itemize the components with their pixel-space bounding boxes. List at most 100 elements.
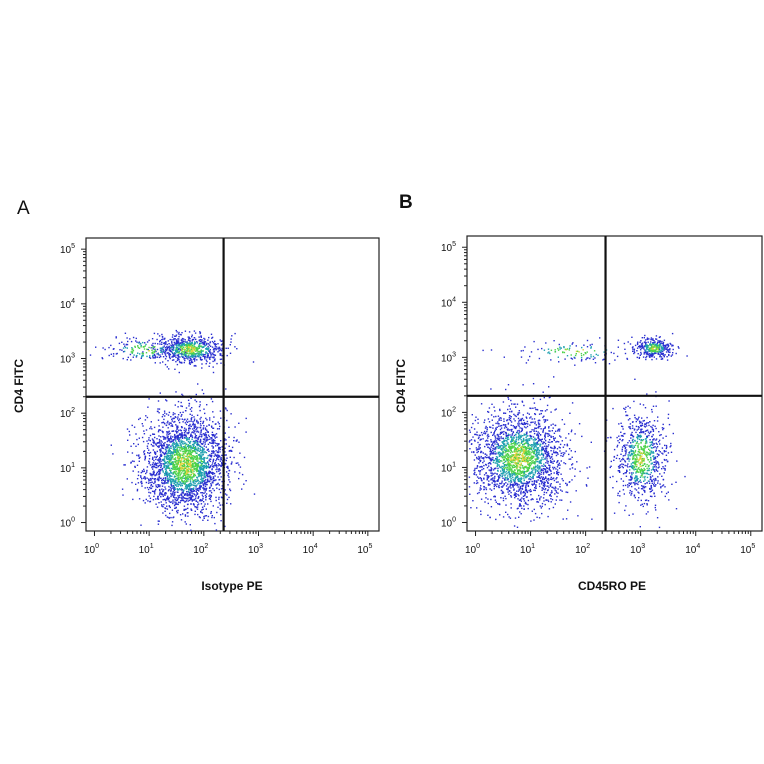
event-point: [538, 438, 540, 440]
event-point: [217, 351, 219, 353]
event-point: [177, 426, 179, 429]
event-point: [218, 470, 220, 472]
event-point: [208, 347, 210, 349]
event-point: [210, 452, 213, 455]
event-point: [177, 340, 180, 342]
event-point: [219, 469, 221, 471]
event-point: [196, 480, 198, 482]
event-point: [161, 444, 163, 447]
event-point: [504, 456, 506, 458]
event-point: [146, 477, 148, 479]
event-point: [165, 342, 167, 345]
event-point: [532, 450, 534, 452]
event-point: [561, 440, 563, 442]
event-point: [188, 466, 190, 468]
event-point: [168, 517, 171, 519]
event-point: [153, 441, 155, 443]
event-point: [177, 480, 180, 483]
event-point: [140, 524, 142, 526]
event-point: [528, 481, 530, 483]
event-point: [185, 420, 188, 422]
event-point: [214, 475, 216, 477]
event-point: [164, 488, 167, 490]
event-point: [205, 351, 207, 353]
event-point: [217, 343, 219, 345]
event-point: [127, 340, 129, 343]
event-point: [523, 460, 526, 462]
event-point: [209, 471, 212, 473]
event-point: [158, 425, 160, 427]
event-point: [192, 353, 194, 355]
event-point: [475, 474, 478, 476]
event-point: [192, 476, 194, 478]
event-point: [207, 434, 210, 436]
event-point: [186, 421, 189, 423]
event-point: [161, 335, 164, 338]
event-point: [195, 485, 197, 487]
event-point: [166, 346, 168, 348]
event-point: [187, 498, 189, 500]
event-point: [192, 355, 194, 357]
event-point: [208, 365, 210, 367]
event-point: [200, 485, 202, 488]
event-point: [200, 466, 202, 469]
event-point: [183, 455, 185, 457]
event-point: [476, 434, 478, 436]
event-point: [523, 458, 525, 460]
event-point: [207, 462, 209, 464]
event-point: [167, 340, 169, 342]
event-point: [151, 338, 154, 340]
event-point: [171, 430, 173, 432]
event-point: [509, 469, 512, 471]
event-point: [202, 343, 204, 345]
event-point: [151, 346, 153, 349]
event-point: [215, 454, 217, 457]
event-point: [212, 356, 214, 358]
event-point: [533, 467, 536, 469]
event-point: [152, 354, 154, 357]
event-point: [156, 471, 159, 473]
event-point: [155, 456, 158, 459]
event-point: [190, 358, 192, 360]
event-point: [212, 446, 215, 448]
event-point: [494, 443, 496, 445]
event-point: [163, 456, 166, 458]
event-point: [177, 343, 180, 345]
event-point: [206, 483, 208, 486]
event-point: [207, 443, 210, 445]
event-point: [502, 499, 505, 502]
event-point: [163, 445, 165, 447]
event-point: [194, 479, 196, 481]
event-point: [525, 484, 527, 487]
event-point: [213, 356, 215, 358]
event-point: [194, 510, 196, 512]
event-point: [155, 458, 157, 461]
event-point: [165, 473, 168, 475]
event-point: [144, 502, 146, 504]
event-point: [526, 490, 528, 492]
event-point: [473, 482, 475, 484]
event-point: [159, 491, 161, 493]
event-point: [526, 425, 529, 428]
event-point: [245, 480, 247, 482]
event-point: [180, 519, 183, 521]
event-point: [166, 445, 168, 448]
event-point: [209, 498, 212, 500]
event-point: [513, 488, 515, 490]
event-point: [195, 496, 197, 498]
event-point: [528, 447, 530, 450]
event-point: [165, 467, 167, 470]
event-point: [136, 478, 139, 480]
event-point: [154, 349, 157, 351]
event-point: [547, 444, 550, 446]
event-point: [170, 451, 172, 453]
event-point: [577, 515, 579, 517]
event-point: [169, 501, 171, 503]
event-point: [158, 502, 160, 504]
event-point: [537, 479, 539, 481]
event-point: [215, 468, 217, 471]
event-point: [515, 448, 518, 451]
event-point: [508, 516, 510, 518]
event-point: [181, 462, 183, 464]
event-point: [211, 437, 213, 440]
